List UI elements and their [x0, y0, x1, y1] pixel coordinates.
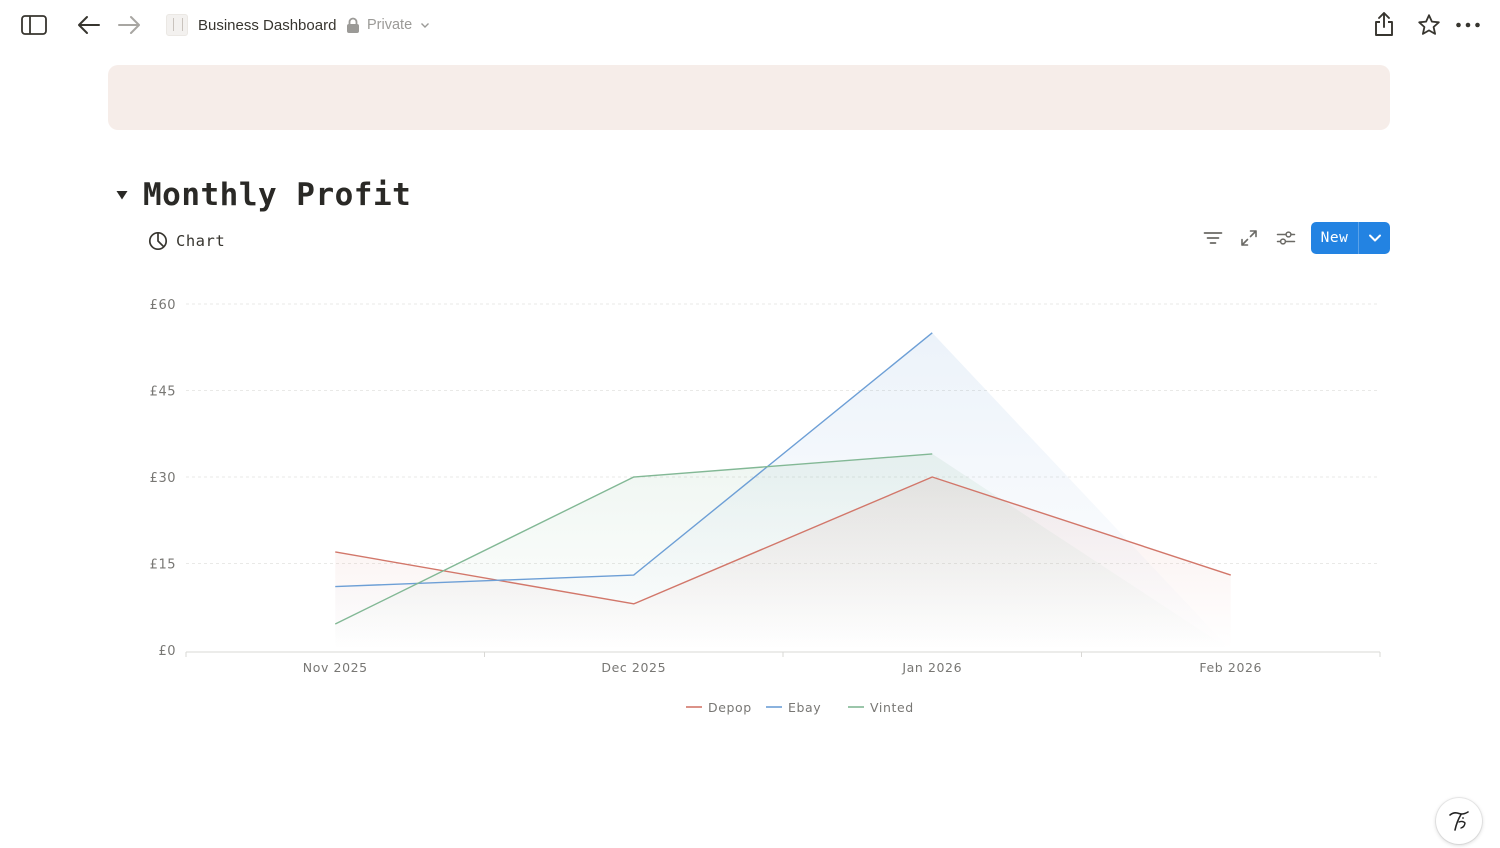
x-tick-label: Nov 2025 [303, 660, 368, 675]
x-tick-label: Dec 2025 [601, 660, 666, 675]
view-tab-chart[interactable]: Chart [148, 229, 225, 253]
new-button-group: New [1311, 222, 1390, 254]
privacy-label: Private [367, 17, 413, 33]
view-label: Chart [176, 232, 226, 250]
area-vinted [335, 453, 1231, 650]
y-tick-label: £15 [150, 558, 176, 573]
y-tick-label: £0 [158, 644, 176, 659]
chart-canvas: £0 £15 £30 £45 £60 Nov 2025 Dec 2025 Jan 2026 Fe… [150, 298, 1381, 715]
top-bar: Business Dashboard Private [0, 0, 1500, 50]
x-tick-label: Feb 2026 [1199, 660, 1262, 675]
chevron-down-icon [1368, 234, 1381, 242]
new-button-divider [1358, 222, 1359, 254]
new-dropdown-button[interactable] [1359, 222, 1390, 254]
page-cover[interactable] [108, 65, 1390, 130]
pie-chart-icon [148, 231, 168, 251]
legend-label-depop: Depop [708, 700, 752, 715]
sidebar-toggle-icon[interactable] [18, 11, 50, 39]
y-tick-label: £30 [150, 471, 176, 486]
page-icon [166, 14, 188, 36]
lock-icon [347, 17, 359, 33]
legend-label-ebay: Ebay [788, 700, 821, 715]
share-icon[interactable] [1370, 9, 1398, 39]
ai-assistant-button[interactable] [1436, 798, 1482, 844]
x-tick-label: Jan 2026 [901, 660, 962, 675]
settings-sliders-icon[interactable] [1272, 222, 1300, 254]
chevron-down-icon [421, 23, 430, 28]
new-button[interactable]: New [1320, 230, 1349, 246]
expand-icon[interactable] [1235, 222, 1263, 254]
y-tick-label: £45 [150, 385, 176, 400]
page-title: Business Dashboard [198, 16, 337, 34]
series-line-depop [335, 476, 1231, 605]
arrow-left-icon[interactable] [74, 11, 104, 39]
y-tick-label: £60 [150, 298, 176, 313]
star-icon[interactable] [1414, 10, 1444, 40]
ai-face-icon [1449, 811, 1469, 831]
toggle-triangle-icon[interactable] [113, 186, 131, 204]
filter-icon[interactable] [1199, 222, 1227, 254]
section-title: Monthly Profit [143, 177, 412, 213]
arrow-right-icon[interactable] [114, 11, 144, 39]
monthly-profit-chart: £0 £15 £30 £45 £60 Nov 2025 Dec 2025 Jan 2026 Fe… [130, 285, 1400, 730]
breadcrumb[interactable]: Business Dashboard [166, 12, 336, 38]
privacy-selector[interactable]: Private [346, 14, 430, 36]
section-heading: Monthly Profit [113, 172, 411, 218]
more-horizontal-icon[interactable] [1452, 10, 1484, 40]
legend-label-vinted: Vinted [870, 700, 914, 715]
